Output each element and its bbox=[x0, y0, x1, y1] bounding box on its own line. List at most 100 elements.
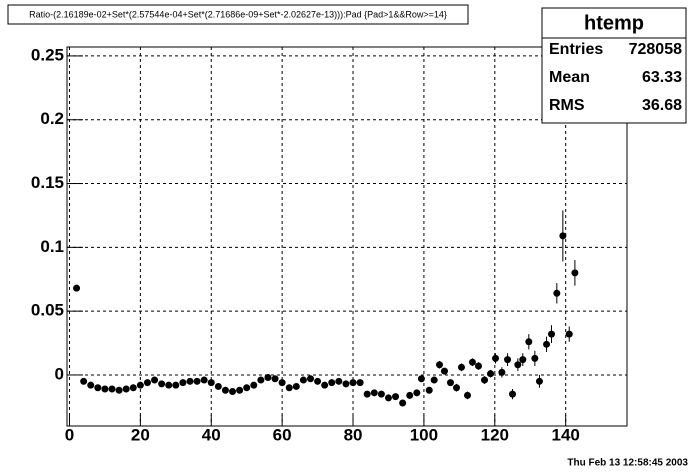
point bbox=[406, 391, 414, 399]
point bbox=[384, 394, 392, 402]
point bbox=[481, 376, 489, 384]
point bbox=[73, 284, 81, 292]
point bbox=[509, 390, 517, 398]
x-tick-label: 80 bbox=[344, 425, 363, 444]
point bbox=[413, 389, 421, 397]
point bbox=[548, 330, 556, 338]
point bbox=[457, 363, 465, 371]
point bbox=[207, 379, 215, 387]
point bbox=[553, 289, 561, 297]
point bbox=[525, 338, 533, 346]
point bbox=[559, 232, 567, 240]
stats-value: 36.68 bbox=[642, 97, 682, 114]
chart-title: Ratio-(2.16189e-02+Set*(2.57544e-04+Set*… bbox=[29, 9, 447, 19]
point bbox=[94, 384, 102, 392]
point bbox=[453, 384, 461, 392]
point bbox=[474, 362, 482, 370]
stats-frame bbox=[541, 7, 687, 124]
point bbox=[321, 381, 329, 389]
stats-value: 63.33 bbox=[642, 69, 682, 86]
x-tick-label: 120 bbox=[481, 425, 509, 444]
point bbox=[264, 374, 272, 382]
point bbox=[370, 389, 378, 397]
point bbox=[446, 379, 454, 387]
y-tick-label: 0.05 bbox=[31, 301, 64, 320]
point bbox=[356, 379, 364, 387]
point bbox=[193, 377, 201, 385]
point bbox=[214, 382, 222, 390]
point bbox=[136, 381, 144, 389]
point bbox=[314, 377, 322, 385]
stats-label: Mean bbox=[549, 69, 590, 86]
title-box bbox=[7, 4, 469, 25]
point bbox=[143, 379, 151, 387]
point bbox=[285, 384, 293, 392]
y-tick-label: 0.25 bbox=[31, 45, 64, 64]
point bbox=[363, 390, 371, 398]
point bbox=[165, 381, 173, 389]
point bbox=[122, 385, 130, 393]
point bbox=[101, 385, 109, 393]
point bbox=[271, 375, 279, 383]
point bbox=[172, 381, 180, 389]
y-tick-label: 0.2 bbox=[40, 109, 64, 128]
point bbox=[417, 375, 425, 383]
stats-title: htemp bbox=[584, 12, 644, 34]
point bbox=[243, 384, 251, 392]
point bbox=[514, 361, 522, 369]
point bbox=[498, 368, 506, 376]
y-tick-label: 0.15 bbox=[31, 173, 64, 192]
x-tick-label: 0 bbox=[65, 425, 74, 444]
point bbox=[299, 376, 307, 384]
point bbox=[535, 377, 543, 385]
point bbox=[392, 393, 400, 401]
point bbox=[468, 358, 476, 366]
point bbox=[487, 370, 495, 378]
point bbox=[399, 399, 407, 407]
point bbox=[335, 377, 343, 385]
point bbox=[425, 386, 433, 394]
y-tick-label: 0.1 bbox=[40, 237, 64, 256]
stats-box: htemp Entries 728058 Mean 63.33 RMS 36.6… bbox=[541, 7, 687, 124]
y-tick-label: 0 bbox=[55, 364, 64, 383]
x-tick-label: 40 bbox=[202, 425, 221, 444]
point bbox=[436, 361, 444, 369]
point bbox=[328, 379, 336, 387]
point bbox=[236, 386, 244, 394]
x-tick-label: 140 bbox=[551, 425, 579, 444]
point bbox=[221, 386, 229, 394]
point bbox=[571, 269, 579, 277]
x-tick-label: 100 bbox=[410, 425, 438, 444]
point bbox=[115, 386, 123, 394]
point bbox=[504, 356, 512, 364]
point bbox=[179, 379, 187, 387]
x-tick-label: 20 bbox=[131, 425, 150, 444]
point bbox=[292, 382, 300, 390]
x-tick-label: 60 bbox=[273, 425, 292, 444]
timestamp: Thu Feb 13 12:58:45 2003 bbox=[567, 458, 688, 469]
point bbox=[543, 340, 551, 348]
point bbox=[129, 384, 137, 392]
stats-label: Entries bbox=[549, 41, 603, 58]
point bbox=[80, 377, 88, 385]
point bbox=[492, 354, 500, 362]
point bbox=[229, 388, 237, 396]
point bbox=[158, 380, 166, 388]
point bbox=[278, 379, 286, 387]
stats-label: RMS bbox=[549, 97, 585, 114]
point bbox=[430, 376, 438, 384]
point bbox=[257, 376, 265, 384]
stats-value: 728058 bbox=[629, 41, 682, 58]
point bbox=[464, 391, 472, 399]
point bbox=[565, 330, 573, 338]
point bbox=[349, 379, 357, 387]
point bbox=[440, 367, 448, 375]
point bbox=[250, 381, 258, 389]
point bbox=[186, 377, 194, 385]
point bbox=[306, 375, 314, 383]
point bbox=[151, 376, 159, 384]
point bbox=[108, 385, 116, 393]
point bbox=[531, 354, 539, 362]
point bbox=[200, 376, 208, 384]
